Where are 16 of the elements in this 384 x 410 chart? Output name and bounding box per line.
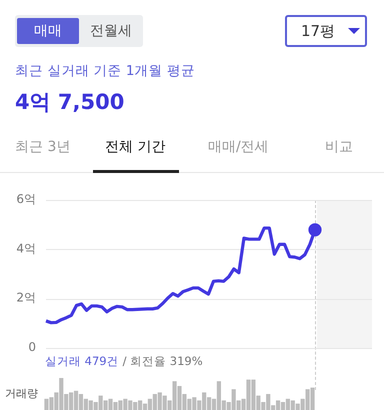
text: 17평	[301, 21, 336, 42]
y-tick-label: 0	[28, 340, 36, 354]
text: / 회전율 319%	[122, 354, 203, 368]
y-tick-label: 2억	[16, 290, 36, 305]
text: 전월세	[89, 22, 133, 41]
text: 매매	[17, 18, 79, 44]
text: 4억 7,500	[15, 89, 124, 116]
text: 전체 기간	[105, 138, 166, 156]
y-axis-title: 거래량	[5, 386, 38, 401]
text: 최근 3년	[15, 138, 70, 156]
y-tick-label: 4억	[16, 241, 36, 256]
text: 실거래 479건	[45, 354, 119, 368]
text: 최근 실거래 기준 1개월 평균	[15, 62, 195, 80]
text: 매매/전세	[208, 138, 269, 156]
text: 비교	[325, 138, 353, 156]
y-tick-label: 6억	[16, 192, 36, 206]
